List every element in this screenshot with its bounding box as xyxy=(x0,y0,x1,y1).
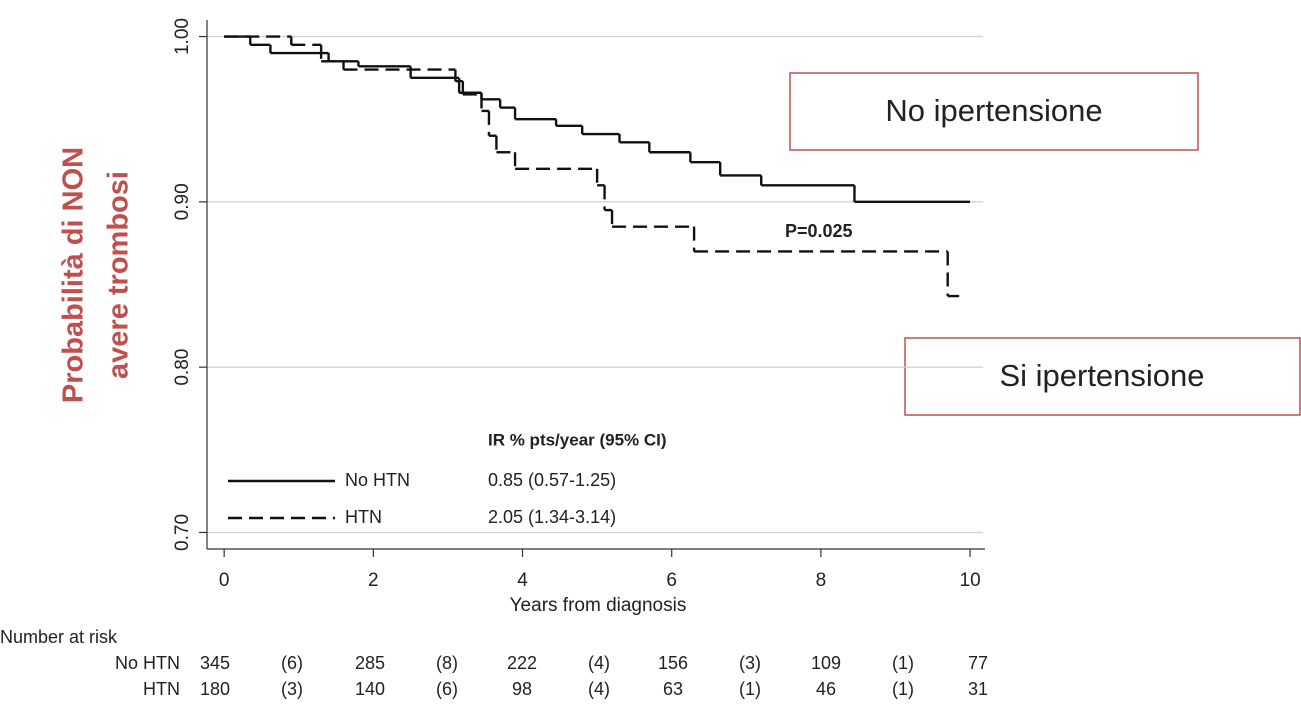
callout-box xyxy=(789,72,1199,151)
y-axis-title: Probabilità di NON avere trombosi xyxy=(58,147,135,403)
y-tick-label: 1.00 xyxy=(172,18,193,55)
y-tick-label: 0.70 xyxy=(172,514,193,551)
y-tick-label: 0.90 xyxy=(172,183,193,220)
risk-cell: (1) xyxy=(739,679,761,699)
x-tick-label: 8 xyxy=(816,570,827,591)
risk-cell: (6) xyxy=(436,679,458,699)
risk-cell: 31 xyxy=(968,679,988,699)
risk-cell: 77 xyxy=(968,653,988,673)
risk-cell: 140 xyxy=(355,679,385,699)
y-axis-title-line: Probabilità di NON xyxy=(58,147,90,403)
risk-cell: (3) xyxy=(739,653,761,673)
legend-header: IR % pts/year (95% CI) xyxy=(488,430,667,449)
callout-box xyxy=(904,337,1301,416)
y-tick-label: 0.80 xyxy=(172,349,193,386)
risk-cell: 156 xyxy=(658,653,688,673)
risk-cell: 285 xyxy=(355,653,385,673)
risk-cell: 63 xyxy=(663,679,683,699)
risk-cell: 46 xyxy=(816,679,836,699)
x-tick-label: 2 xyxy=(368,570,379,591)
risk-cell: (4) xyxy=(588,679,610,699)
x-tick-label: 6 xyxy=(666,570,677,591)
risk-cell: 345 xyxy=(200,653,230,673)
risk-cell: (8) xyxy=(436,653,458,673)
legend-label: HTN xyxy=(345,507,382,527)
risk-cell: (1) xyxy=(892,653,914,673)
x-axis-title: Years from diagnosis xyxy=(510,595,687,616)
risk-cell: 222 xyxy=(507,653,537,673)
legend-label: No HTN xyxy=(345,470,410,490)
x-tick-label: 4 xyxy=(517,570,528,591)
callout-text: Si ipertensione xyxy=(999,358,1204,393)
risk-cell: (1) xyxy=(892,679,914,699)
legend-value: 0.85 (0.57-1.25) xyxy=(488,470,616,490)
x-tick-label: 0 xyxy=(219,570,230,591)
risk-cell: 109 xyxy=(811,653,841,673)
callout-text: No ipertensione xyxy=(885,93,1102,128)
risk-cell: (3) xyxy=(281,679,303,699)
risk-cell: 98 xyxy=(512,679,532,699)
risk-cell: (6) xyxy=(281,653,303,673)
legend-value: 2.05 (1.34-3.14) xyxy=(488,507,616,527)
x-tick-label: 10 xyxy=(960,570,981,591)
y-axis-title-line: avere trombosi xyxy=(103,171,135,379)
risk-cell: (4) xyxy=(588,653,610,673)
p-value: P=0.025 xyxy=(785,221,853,241)
risk-row-label: No HTN xyxy=(115,653,180,673)
risk-cell: 180 xyxy=(200,679,230,699)
risk-row-label: HTN xyxy=(143,679,180,699)
risk-table-title: Number at risk xyxy=(0,627,118,647)
